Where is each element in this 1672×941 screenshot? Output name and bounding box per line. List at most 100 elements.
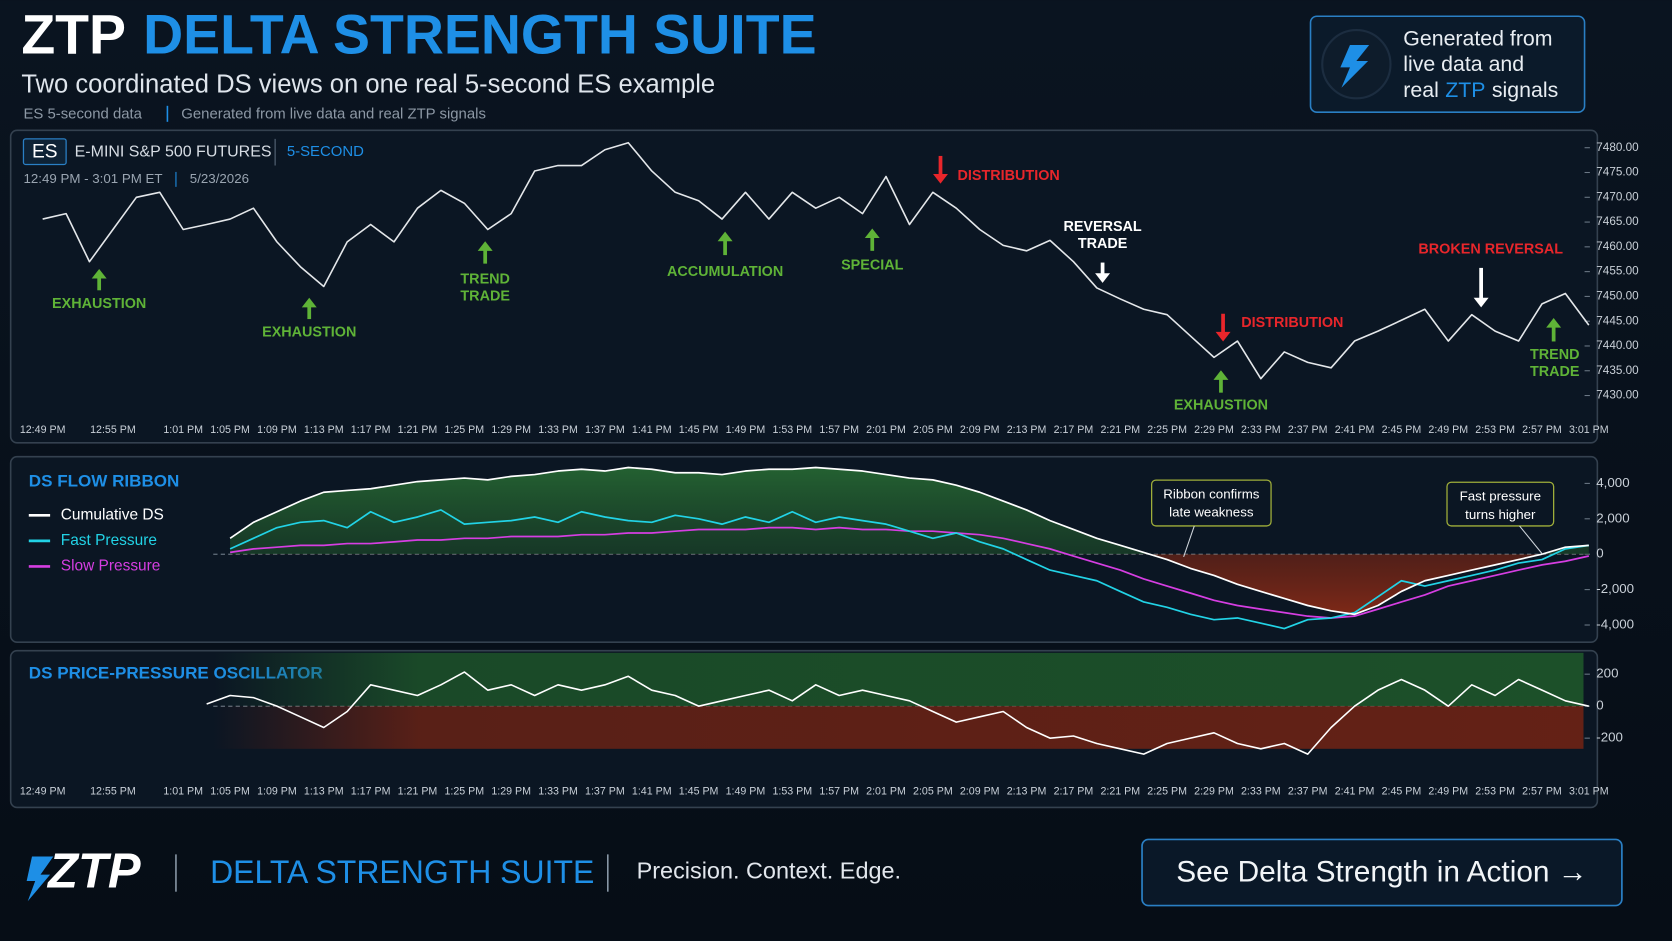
callout-text: turns higher (1465, 507, 1536, 522)
lightning-icon (1340, 45, 1370, 88)
x-tick-label: 2:57 PM (1522, 785, 1562, 797)
legend-label: Fast Pressure (61, 532, 157, 549)
x-tick-label: 1:01 PM (163, 424, 203, 436)
x-tick-label: 1:17 PM (351, 785, 391, 797)
x-tick-label: 1:33 PM (538, 785, 578, 797)
x-tick-label: 2:21 PM (1100, 424, 1140, 436)
x-tick-label: 2:29 PM (1194, 424, 1234, 436)
price-line (42, 141, 1590, 380)
instrument: E-MINI S&P 500 FUTURES (75, 143, 272, 160)
x-tick-label: 1:49 PM (726, 424, 766, 436)
x-tick-label: 12:55 PM (90, 424, 136, 436)
x-tick-label: 1:45 PM (679, 785, 719, 797)
x-tick-label: 2:17 PM (1054, 424, 1094, 436)
date: 5/23/2026 (190, 171, 249, 186)
x-tick-label: 2:17 PM (1054, 785, 1094, 797)
x-tick-label: 2:01 PM (866, 424, 906, 436)
callout-pointer (1519, 525, 1544, 556)
x-tick-label: 1:57 PM (819, 785, 859, 797)
signal-label: EXHAUSTION (262, 325, 356, 341)
positive-band (213, 652, 1584, 707)
x-tick-label: 1:53 PM (772, 424, 812, 436)
callout-box (1446, 481, 1555, 527)
y-tick-label: 7450.00 (1596, 290, 1639, 303)
x-tick-label: 3:01 PM (1569, 785, 1609, 797)
signal-label: REVERSAL (1063, 219, 1141, 235)
x-tick-label: 2:25 PM (1147, 424, 1187, 436)
y-tick-label: 7465.00 (1596, 215, 1639, 228)
x-tick-label: 1:21 PM (398, 424, 438, 436)
x-tick-label: 2:41 PM (1335, 424, 1375, 436)
x-tick-label: 2:01 PM (866, 785, 906, 797)
y-tick-label: 7435.00 (1596, 364, 1639, 377)
footer-lightning (26, 856, 54, 902)
x-tick-label: 2:49 PM (1428, 424, 1468, 436)
x-tick-label: 2:37 PM (1288, 785, 1328, 797)
ribbon-title: DS FLOW RIBBON (29, 472, 180, 491)
signal-label: TRADE (460, 288, 510, 304)
x-tick-label: 2:13 PM (1007, 785, 1047, 797)
meta-source: Generated from live data and real ZTP si… (181, 105, 486, 122)
price-panel (9, 129, 1599, 444)
x-tick-label: 2:21 PM (1100, 785, 1140, 797)
y-tick-label: 0 (1596, 698, 1603, 713)
x-tick-label: 1:53 PM (772, 785, 812, 797)
x-tick-label: 2:05 PM (913, 785, 953, 797)
x-tick-label: 1:21 PM (398, 785, 438, 797)
ribbon-negative-area (230, 554, 1589, 615)
x-tick-label: 1:13 PM (304, 424, 344, 436)
y-tick-label: -4,000 (1596, 617, 1634, 632)
y-tick-label: 7445.00 (1596, 314, 1639, 327)
x-tick-label: 1:25 PM (444, 424, 484, 436)
x-tick-label: 2:49 PM (1428, 785, 1468, 797)
callout-text: Ribbon confirms (1163, 487, 1260, 502)
y-tick-label: 0 (1596, 546, 1603, 561)
signal-arrow-head (1473, 297, 1489, 308)
x-tick-label: 2:09 PM (960, 424, 1000, 436)
x-tick-label: 1:17 PM (351, 424, 391, 436)
price-line (206, 671, 1590, 755)
x-tick-label: 2:09 PM (960, 785, 1000, 797)
badge-line: real ZTP signals (1403, 78, 1558, 102)
cta-button[interactable]: See Delta Strength in Action → (1141, 838, 1623, 907)
series-line (229, 466, 1589, 616)
symbol-box (22, 138, 67, 166)
brand: ZTP (21, 3, 126, 65)
symbol: ES (32, 141, 58, 162)
badge-highlight: ZTP (1445, 78, 1485, 102)
signal-label: TREND (1530, 347, 1580, 363)
x-tick-label: 1:05 PM (210, 424, 250, 436)
x-tick-label: 2:53 PM (1475, 785, 1515, 797)
signal-arrow-head (1095, 273, 1111, 283)
y-tick-label: 7460.00 (1596, 240, 1639, 253)
callout-pointer (1183, 525, 1195, 558)
x-tick-label: 2:33 PM (1241, 424, 1281, 436)
callout-text: late weakness (1169, 505, 1254, 520)
x-tick-label: 2:05 PM (913, 424, 953, 436)
x-tick-label: 3:01 PM (1569, 424, 1609, 436)
signal-label: EXHAUSTION (1174, 397, 1268, 413)
signal-arrow-head (717, 231, 733, 242)
legend-label: Slow Pressure (61, 558, 161, 575)
signal-arrow-head (477, 241, 493, 251)
session: 12:49 PM - 3:01 PM ET (23, 171, 162, 186)
cta-frame[interactable] (1141, 838, 1623, 907)
subtitle: Two coordinated DS views on one real 5-s… (21, 70, 715, 98)
y-tick-label: 7440.00 (1596, 339, 1639, 352)
x-tick-label: 2:37 PM (1288, 424, 1328, 436)
cta-label[interactable]: See Delta Strength in Action → (1176, 855, 1587, 888)
signal-arrow-head (1213, 370, 1229, 380)
x-tick-label: 2:45 PM (1382, 785, 1422, 797)
signal-arrow-head (1215, 331, 1231, 342)
footer-title: DELTA STRENGTH SUITE (210, 854, 594, 890)
signal-label: EXHAUSTION (52, 296, 146, 312)
x-tick-label: 12:49 PM (20, 785, 66, 797)
footer-logo: ZTP (26, 845, 141, 902)
x-tick-label: 1:41 PM (632, 785, 672, 797)
legend-label: Cumulative DS (61, 506, 164, 523)
y-tick-label: 7455.00 (1596, 265, 1639, 278)
x-tick-label: 1:33 PM (538, 424, 578, 436)
x-tick-label: 2:53 PM (1475, 424, 1515, 436)
x-tick-label: 1:57 PM (819, 424, 859, 436)
